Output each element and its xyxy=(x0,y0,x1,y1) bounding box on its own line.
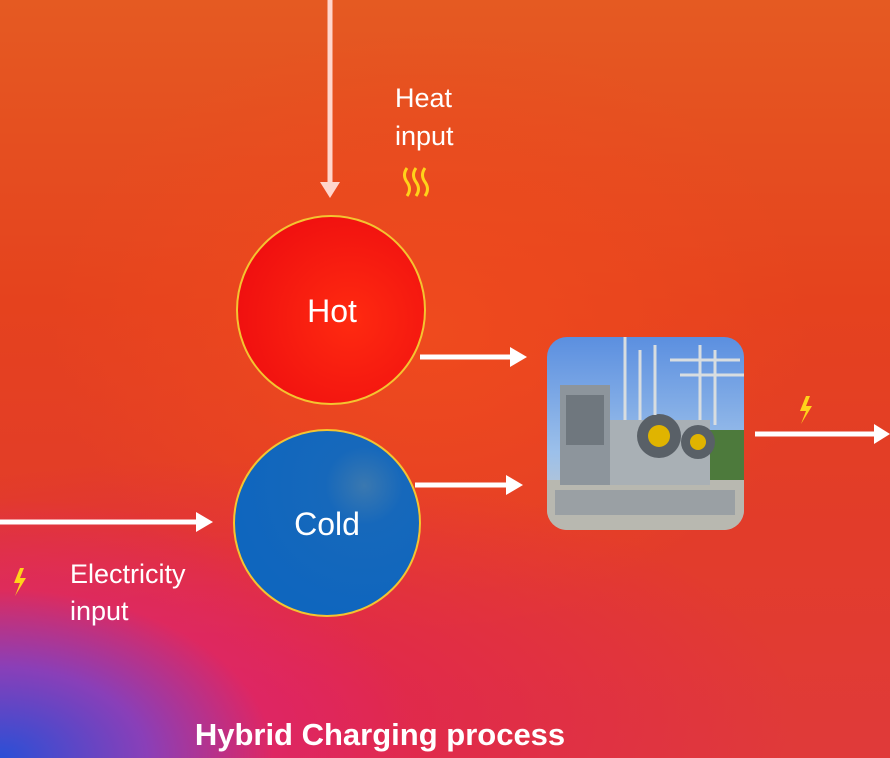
machine-photo xyxy=(547,337,744,530)
electricity-input-label: Electricity xyxy=(70,559,186,589)
lightning-icon xyxy=(800,396,812,424)
lightning-icon xyxy=(14,568,26,596)
arrows xyxy=(0,0,890,532)
heat-icon xyxy=(405,168,428,196)
electricity-input-label: input xyxy=(70,596,129,626)
diagram-canvas: Heat input Hot Cold Electricity input Hy… xyxy=(0,0,890,758)
hot-label: Hot xyxy=(307,293,357,329)
cold-label: Cold xyxy=(294,506,360,542)
caption: Hybrid Charging process xyxy=(195,717,565,752)
diagram: Heat input Hot Cold Electricity input Hy… xyxy=(0,0,890,758)
heat-input-label: input xyxy=(395,121,454,151)
heat-input-label: Heat xyxy=(395,83,453,113)
